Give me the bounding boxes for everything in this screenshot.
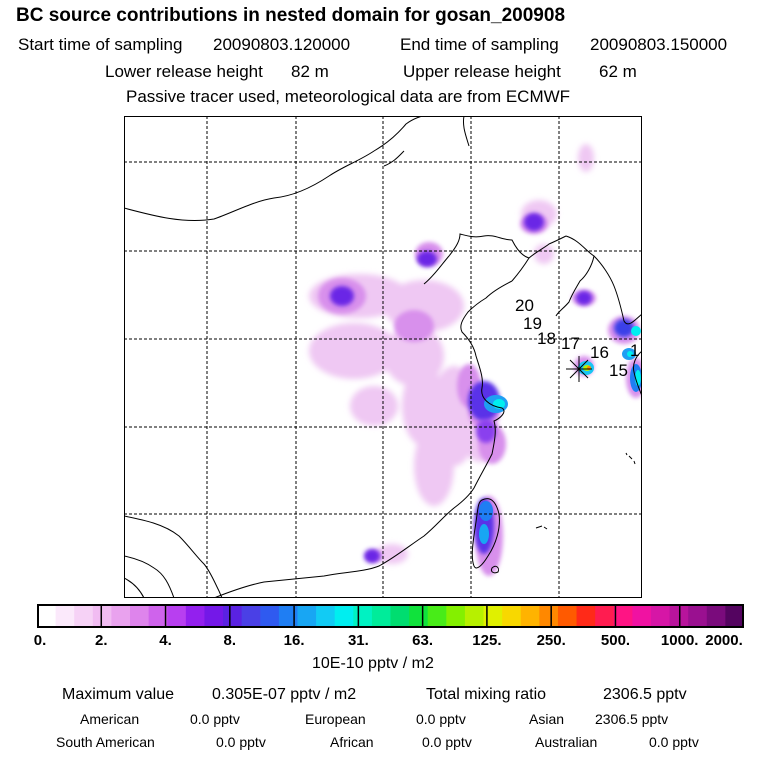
colorbar-swatch [148,604,168,628]
tracer-note: Passive tracer used, meteorological data… [126,87,571,106]
trajectory-label-20: 20 [515,296,534,315]
colorbar-tick-label: 63. [412,632,434,649]
colorbar-tick-label: 16. [283,632,305,649]
end-time-label: End time of sampling [400,35,559,54]
colorbar-swatch [92,604,112,628]
trajectory-label-15: 15 [609,361,628,380]
max-value-label: Maximum value [62,686,175,703]
colorbar-swatch [74,604,94,628]
european-value: 0.0 pptv [416,711,466,727]
colorbar-swatch [185,604,205,628]
colorbar-swatch [706,604,726,628]
asian-value: 2306.5 pptv [595,711,669,727]
colorbar-swatch [334,604,354,628]
colorbar-swatch [632,604,652,628]
lower-height-value: 82 m [291,62,329,81]
coastlines [124,116,642,598]
australian-value: 0.0 pptv [649,734,699,750]
colorbar-swatch [316,604,336,628]
colorbar-swatch [409,604,429,628]
trajectory-label-17: 17 [561,334,580,353]
european-label: European [305,711,366,727]
colorbar-swatch [111,604,131,628]
map-border [124,116,642,598]
colorbar-swatch [130,604,150,628]
african-label: African [330,734,374,750]
colorbar-swatch [427,604,447,628]
map-panel: 20 19 18 17 16 15 1 [124,116,642,598]
colorbar-swatch [576,604,596,628]
south-american-value: 0.0 pptv [216,734,266,750]
colorbar-swatch [371,604,391,628]
colorbar-swatch [502,604,522,628]
american-value: 0.0 pptv [190,711,240,727]
colorbar-tick-label: 2000. [705,632,743,649]
colorbar-swatch [483,604,503,628]
colorbar-tick-label: 2. [95,632,108,649]
south-american-label: South American [56,734,155,750]
colorbar-swatch [725,604,744,628]
colorbar-swatch [446,604,466,628]
colorbar-swatch [390,604,410,628]
asian-label: Asian [529,711,565,727]
graticule [124,116,642,598]
upper-height-label: Upper release height [403,62,561,81]
colorbar-tick-label: 125. [472,632,502,649]
colorbar-swatch [278,604,298,628]
start-time-value: 20090803.120000 [213,35,351,54]
colorbar-tick-label: 250. [536,632,566,649]
colorbar-swatch [55,604,75,628]
colorbar-swatch [613,604,633,628]
colorbar-swatch [353,604,373,628]
colorbar-tick-label: 4. [159,632,172,649]
colorbar-units: 10E-10 pptv / m2 [312,655,434,672]
colorbar-swatch [204,604,224,628]
colorbar-swatch [223,604,243,628]
australian-label: Australian [535,734,598,750]
colorbar-tick-label: 500. [600,632,631,649]
release-site-marker [566,356,592,382]
concentration-hotspots [330,213,642,563]
colorbar-swatch [297,604,317,628]
colorbar-swatch [520,604,540,628]
colorbar-swatch [557,604,578,628]
colorbar-tick-label: 31. [347,632,369,649]
colorbar-swatch [650,604,671,628]
trajectory-label-18: 18 [537,329,556,348]
african-value: 0.0 pptv [422,734,472,750]
upper-height-value: 62 m [599,62,637,81]
colorbar-swatch [539,604,559,628]
colorbar-swatch [37,604,57,628]
trajectory-label-1: 1 [630,341,639,360]
total-mixing-value: 2306.5 pptv [603,686,687,703]
colorbar-swatch [688,604,708,628]
start-time-label: Start time of sampling [18,35,183,54]
colorbar-tick-label: 0. [33,632,47,649]
colorbar-tick-label: 8. [223,632,237,649]
trajectory-label-19: 19 [523,314,542,333]
colorbar-tick-label: 1000. [660,632,699,649]
lower-height-label: Lower release height [105,62,263,81]
colorbar-swatch [595,604,615,628]
american-label: American [80,711,140,727]
colorbar-swatch [260,604,280,628]
colorbar-swatch [167,604,187,628]
colorbar-swatch [464,604,485,628]
colorbar [37,604,744,628]
plot-title: BC source contributions in nested domain… [16,5,566,26]
total-mixing-label: Total mixing ratio [426,686,547,703]
end-time-value: 20090803.150000 [590,35,728,54]
colorbar-border [37,604,744,628]
trajectory-label-16: 16 [590,343,609,362]
colorbar-swatch [241,604,261,628]
max-value: 0.305E-07 pptv / m2 [212,686,357,703]
